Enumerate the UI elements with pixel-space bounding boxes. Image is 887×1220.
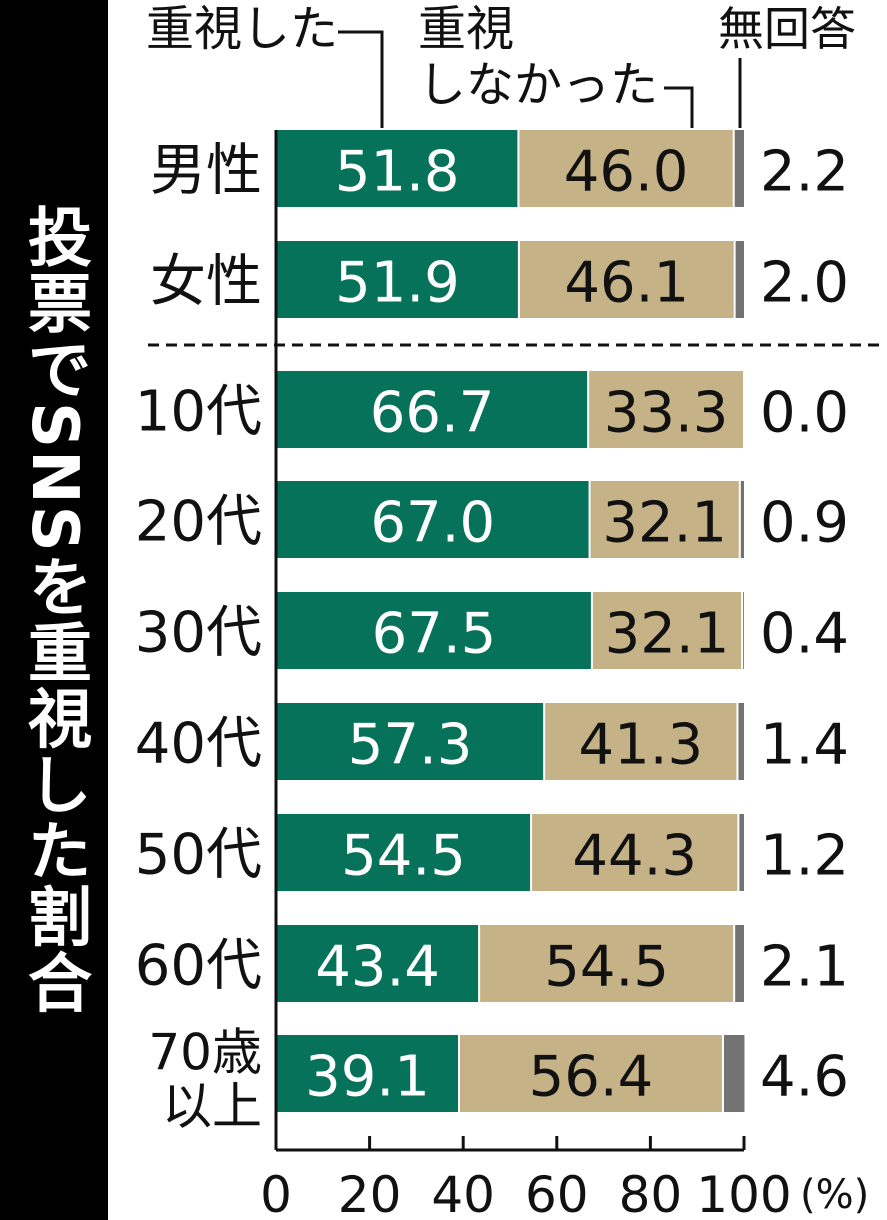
bar-segment-emphasized — [276, 130, 519, 207]
data-label: 67.0 — [370, 491, 495, 556]
bar-segment-emphasized — [276, 592, 592, 669]
data-label: 51.9 — [335, 251, 460, 316]
data-label: 46.0 — [564, 140, 689, 205]
x-tick-label: 80 — [619, 1166, 683, 1220]
data-label: 41.3 — [578, 713, 703, 778]
data-label: 39.1 — [305, 1045, 430, 1110]
legend-leader — [338, 30, 384, 128]
data-label: 0.4 — [760, 602, 849, 667]
bar-segment-no-answer — [733, 130, 744, 207]
bar-segment-no-answer — [734, 925, 744, 1002]
x-tick-label: 100 — [696, 1166, 791, 1220]
data-label: 54.5 — [341, 824, 466, 889]
data-label: 32.1 — [602, 491, 727, 556]
data-label: 67.5 — [372, 602, 497, 667]
data-label: 56.4 — [529, 1045, 654, 1110]
row-label: 20代 — [135, 490, 262, 555]
bar-segment-not-emphasized — [589, 481, 740, 558]
data-label: 44.3 — [572, 824, 697, 889]
bar-segment-emphasized — [276, 814, 532, 891]
data-label: 2.2 — [760, 140, 849, 205]
data-label: 43.4 — [315, 935, 440, 1000]
data-label: 54.5 — [544, 935, 669, 1000]
row-label: 70歳 — [148, 1024, 262, 1082]
x-tick-label: 40 — [431, 1166, 495, 1220]
data-label: 57.3 — [348, 713, 473, 778]
x-tick-label: 60 — [525, 1166, 589, 1220]
bar-segment-no-answer — [739, 481, 744, 558]
row-label: 男性 — [150, 139, 262, 204]
legend-leader — [664, 86, 694, 128]
bar-segment-emphasized — [276, 371, 589, 448]
data-label: 46.1 — [564, 251, 689, 316]
data-label: 66.7 — [370, 381, 495, 446]
data-label: 2.1 — [760, 935, 849, 1000]
chart-title-bar: 投票でSNSを重視した割合 — [0, 0, 108, 1220]
x-axis-unit: (%) — [800, 1172, 869, 1218]
bar-segment-emphasized — [276, 241, 519, 318]
legend-label-not-emphasized: 重視 — [418, 1, 514, 57]
chart-title: 投票でSNSを重視した割合 — [17, 204, 91, 1016]
row-label: 10代 — [135, 380, 262, 445]
x-tick-label: 20 — [338, 1166, 402, 1220]
data-label: 32.1 — [605, 602, 730, 667]
x-tick-label: 0 — [260, 1166, 292, 1220]
bar-segment-not-emphasized — [458, 1035, 723, 1112]
bar-segment-not-emphasized — [591, 592, 743, 669]
data-label: 51.8 — [335, 140, 460, 205]
row-label: 以上 — [162, 1078, 262, 1136]
row-label: 女性 — [150, 250, 262, 315]
data-label: 33.3 — [604, 381, 729, 446]
bar-segment-not-emphasized — [588, 371, 744, 448]
bar-segment-not-emphasized — [518, 241, 735, 318]
row-label: 40代 — [135, 712, 262, 777]
bar-segment-not-emphasized — [544, 703, 738, 780]
legend-label-not-emphasized: しなかった — [418, 57, 658, 113]
bar-segment-emphasized — [276, 703, 545, 780]
data-label: 2.0 — [760, 251, 849, 316]
row-label: 30代 — [135, 601, 262, 666]
data-label: 4.6 — [760, 1045, 849, 1110]
bar-segment-no-answer — [722, 1035, 745, 1112]
bar-segment-not-emphasized — [531, 814, 739, 891]
bar-segment-emphasized — [276, 1035, 459, 1112]
bar-segment-not-emphasized — [518, 130, 734, 207]
bar-segment-no-answer — [734, 241, 744, 318]
bar-segment-no-answer — [738, 814, 744, 891]
legend-label-no-answer: 無回答 — [718, 2, 856, 56]
data-label: 0.0 — [760, 381, 849, 446]
bar-segment-emphasized — [276, 925, 480, 1002]
row-label: 60代 — [135, 934, 262, 999]
bar-segment-not-emphasized — [479, 925, 735, 1002]
bar-segment-no-answer — [737, 703, 744, 780]
data-label: 1.2 — [760, 824, 849, 889]
bar-segment-emphasized — [276, 481, 590, 558]
data-label: 0.9 — [760, 491, 849, 556]
row-label: 50代 — [135, 823, 262, 888]
data-label: 1.4 — [760, 713, 849, 778]
legend-label-emphasized: 重視した — [146, 1, 338, 57]
